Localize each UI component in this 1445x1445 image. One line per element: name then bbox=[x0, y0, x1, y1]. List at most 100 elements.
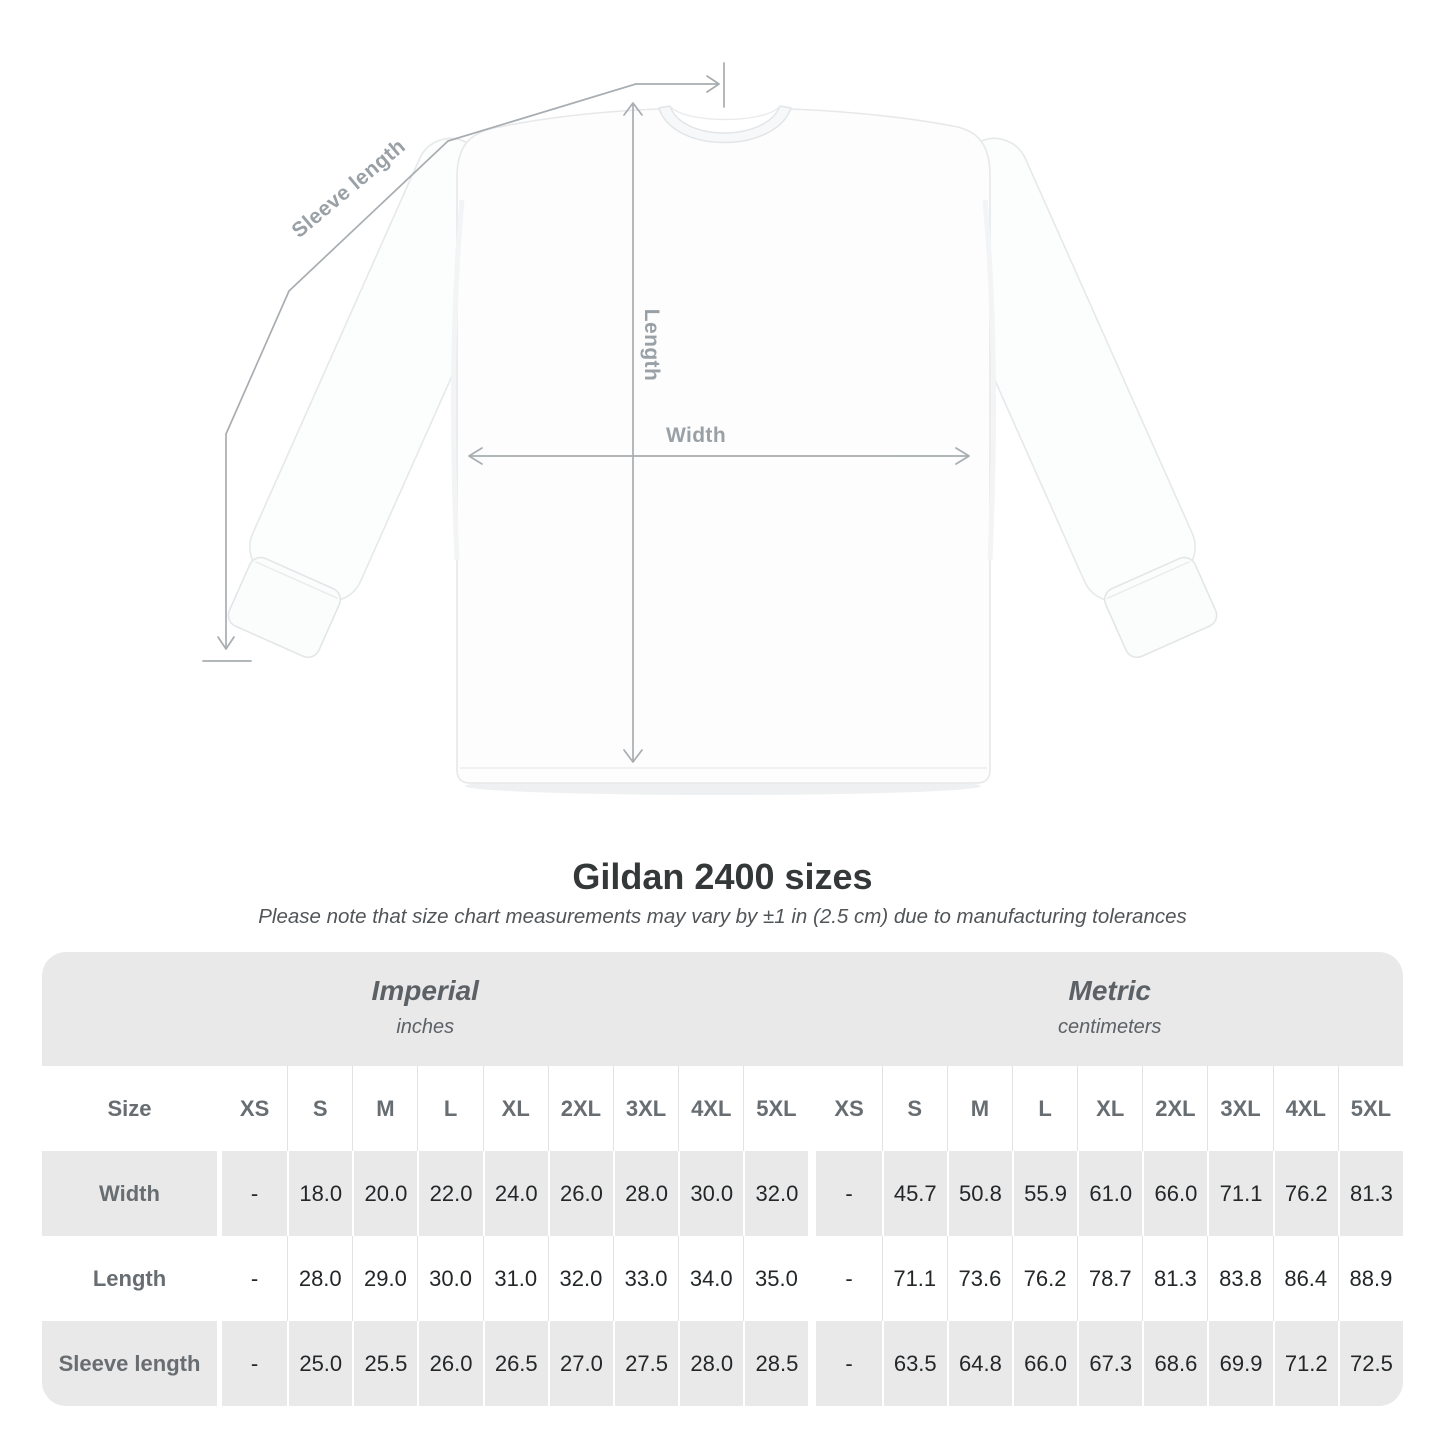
shirt bbox=[227, 105, 1218, 795]
value-cell: 27.0 bbox=[547, 1321, 613, 1406]
value-cell: 25.5 bbox=[352, 1321, 418, 1406]
shirt-illustration bbox=[202, 62, 1218, 795]
value-cell: 78.7 bbox=[1077, 1236, 1142, 1321]
size-header-cell: 3XL bbox=[1207, 1066, 1272, 1151]
value-cell: 30.0 bbox=[678, 1151, 744, 1236]
value-cell: 81.3 bbox=[1142, 1236, 1207, 1321]
value-cell: 68.6 bbox=[1142, 1321, 1208, 1406]
value-cell: 76.2 bbox=[1272, 1151, 1338, 1236]
size-header-cell: L bbox=[1011, 1066, 1077, 1151]
size-header-cell: XL bbox=[1077, 1066, 1142, 1151]
value-cell: 66.0 bbox=[1011, 1321, 1078, 1406]
value-cell: 50.8 bbox=[946, 1151, 1012, 1236]
sleeve-length-arrow bbox=[202, 62, 725, 662]
value-cell: 22.0 bbox=[417, 1151, 483, 1236]
value-cell: - bbox=[222, 1151, 288, 1236]
size-column-header: Size bbox=[107, 1095, 152, 1121]
width-arrow bbox=[468, 447, 970, 465]
value-cell: - bbox=[816, 1151, 882, 1236]
measurement-lines bbox=[202, 62, 970, 763]
value-cell: 30.0 bbox=[417, 1236, 482, 1321]
value-cell: - bbox=[222, 1321, 288, 1406]
value-cell: 67.3 bbox=[1077, 1321, 1143, 1406]
table-header-band bbox=[42, 952, 1403, 1066]
size-header-cell: XS bbox=[239, 1095, 270, 1121]
size-header-cell: XS bbox=[834, 1095, 864, 1121]
value-cell: 33.0 bbox=[612, 1236, 678, 1321]
value-cell: 72.5 bbox=[1337, 1321, 1403, 1406]
size-chart-table: Imperial inches Metric centimeters Size X… bbox=[42, 952, 1403, 1406]
value-cell: 26.5 bbox=[482, 1321, 548, 1406]
imperial-group-title: Imperial bbox=[371, 975, 479, 1006]
value-cell: 71.1 bbox=[881, 1236, 947, 1321]
size-header-cell: 5XL bbox=[743, 1066, 808, 1151]
value-cell: 28.5 bbox=[743, 1321, 809, 1406]
value-cell: 66.0 bbox=[1142, 1151, 1208, 1236]
value-cell: 35.0 bbox=[743, 1236, 808, 1321]
size-header-cell: 5XL bbox=[1337, 1066, 1403, 1151]
value-cell: 73.6 bbox=[946, 1236, 1012, 1321]
collar-back bbox=[669, 105, 781, 121]
value-cell: 32.0 bbox=[547, 1236, 613, 1321]
value-cell: 20.0 bbox=[352, 1151, 418, 1236]
size-header-cell: L bbox=[417, 1066, 482, 1151]
value-cell: 31.0 bbox=[482, 1236, 548, 1321]
value-cell: - bbox=[845, 1265, 853, 1291]
value-cell: 86.4 bbox=[1272, 1236, 1338, 1321]
value-cell: 26.0 bbox=[417, 1321, 483, 1406]
width-label: Width bbox=[665, 424, 727, 447]
value-cell: 45.7 bbox=[881, 1151, 947, 1236]
value-cell: 25.0 bbox=[287, 1321, 353, 1406]
size-header-cell: 3XL bbox=[612, 1066, 678, 1151]
row-label: Width bbox=[42, 1151, 217, 1236]
value-cell: 29.0 bbox=[352, 1236, 417, 1321]
value-cell: 18.0 bbox=[287, 1151, 353, 1236]
value-cell: 28.0 bbox=[612, 1151, 679, 1236]
value-cell: 28.0 bbox=[287, 1236, 352, 1321]
imperial-group-header: Imperial inches bbox=[42, 952, 808, 1066]
value-cell: 88.9 bbox=[1337, 1236, 1403, 1321]
size-header-cell: 2XL bbox=[1142, 1066, 1207, 1151]
value-cell: 81.3 bbox=[1337, 1151, 1403, 1236]
value-cell: 61.0 bbox=[1077, 1151, 1143, 1236]
size-header-cell: M bbox=[352, 1066, 417, 1151]
value-cell: - bbox=[250, 1265, 259, 1291]
value-cell: 64.8 bbox=[946, 1321, 1012, 1406]
metric-group-header: Metric centimeters bbox=[816, 952, 1403, 1066]
value-cell: 26.0 bbox=[547, 1151, 613, 1236]
size-header-cell: 4XL bbox=[1272, 1066, 1338, 1151]
value-cell: 83.8 bbox=[1207, 1236, 1272, 1321]
value-cell: 28.0 bbox=[678, 1321, 744, 1406]
tolerance-note: Please note that size chart measurements… bbox=[258, 905, 1187, 928]
length-arrow bbox=[623, 102, 643, 763]
page-title: Gildan 2400 sizes bbox=[572, 856, 873, 897]
size-header-cell: 2XL bbox=[547, 1066, 613, 1151]
side-shade-right bbox=[982, 199, 996, 561]
shirt-diagram: Sleeve length Length Width bbox=[202, 62, 1218, 795]
value-cell: 71.2 bbox=[1272, 1321, 1338, 1406]
shirt-body bbox=[456, 108, 991, 784]
row-label: Sleeve length bbox=[42, 1321, 217, 1406]
collar bbox=[658, 105, 792, 144]
size-header-cell: M bbox=[946, 1066, 1012, 1151]
value-cell: 76.2 bbox=[1011, 1236, 1077, 1321]
value-cell: 63.5 bbox=[881, 1321, 947, 1406]
value-cell: 24.0 bbox=[482, 1151, 548, 1236]
value-cell: 34.0 bbox=[678, 1236, 743, 1321]
row-label: Length bbox=[92, 1265, 167, 1291]
length-label: Length bbox=[640, 308, 663, 382]
value-cell: 69.9 bbox=[1207, 1321, 1273, 1406]
size-header-cell: S bbox=[287, 1066, 352, 1151]
metric-group-title: Metric bbox=[1068, 975, 1151, 1006]
metric-group-unit: centimeters bbox=[1058, 1016, 1162, 1038]
value-cell: 71.1 bbox=[1207, 1151, 1273, 1236]
value-cell: 27.5 bbox=[612, 1321, 679, 1406]
value-cell: 55.9 bbox=[1011, 1151, 1078, 1236]
value-cell: 32.0 bbox=[743, 1151, 809, 1236]
value-cell: - bbox=[816, 1321, 882, 1406]
side-shade-left bbox=[451, 199, 465, 561]
imperial-group-unit: inches bbox=[396, 1016, 455, 1038]
size-header-cell: XL bbox=[482, 1066, 548, 1151]
size-header-cell: 4XL bbox=[678, 1066, 743, 1151]
